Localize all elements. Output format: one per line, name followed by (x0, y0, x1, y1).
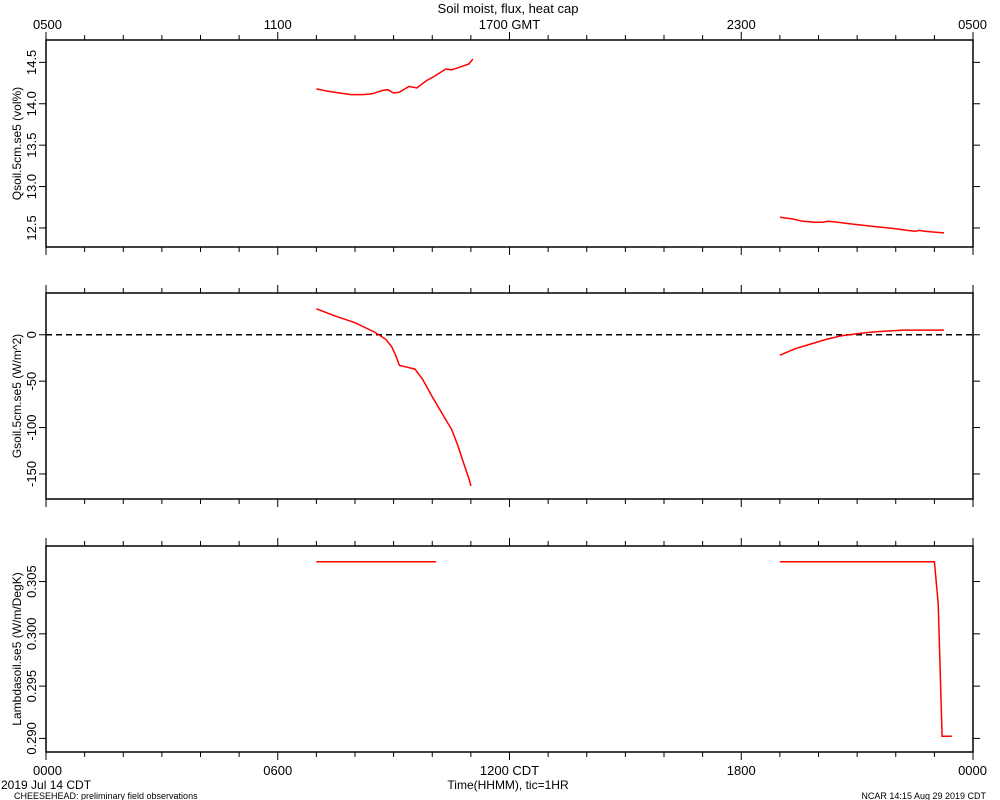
panel-1-frame (45, 39, 974, 248)
bottom-axis-tick-label: 1200 CDT (480, 763, 539, 778)
top-axis-tick-label: 0500 (33, 17, 62, 32)
bottom-axis-tick-label: 0000 (33, 763, 62, 778)
top-axis-tick-label: 0500 (958, 17, 987, 32)
bottom-axis-tick-label: 1800 (727, 763, 756, 778)
panel-3-ylabel: Lambdasoil.se5 (W/m/DegK) (10, 572, 24, 725)
panel-3-series-segment-2 (779, 560, 952, 738)
x-axis-label: Time(HHMM), tic=1HR (447, 778, 569, 792)
top-axis-tick-label: 2300 (727, 17, 756, 32)
panel-2-ytick-label: -50 (24, 372, 39, 391)
panel-3-ytick-label: 0.290 (24, 722, 39, 755)
panel-1-ytick-label: 13.0 (24, 174, 39, 199)
panel-1-ylabel: Qsoil.5cm.se5 (vol%) (10, 87, 24, 200)
panel-2-frame (45, 292, 974, 500)
panel-2-series-segment-1 (316, 308, 472, 487)
panel-1-ytick-label: 14.0 (24, 91, 39, 116)
panel-1-ytick-label: 12.5 (24, 215, 39, 240)
panel-2-series-segment-2 (779, 329, 944, 356)
top-axis-tick-label: 1100 (264, 17, 292, 32)
bottom-axis-tick-label: 0600 (263, 763, 292, 778)
top-axis-tick-label: 1700 GMT (479, 17, 540, 32)
panel-3-ytick-label: 0.300 (24, 618, 39, 651)
panel-3-ytick-label: 0.295 (24, 670, 39, 703)
chart-title: Soil moist, flux, heat cap (438, 1, 579, 16)
panel-2-ytick-label: -100 (24, 415, 39, 441)
panel-1-ytick-label: 14.5 (24, 50, 39, 75)
panel-3-frame (45, 545, 974, 753)
date-label: 2019 Jul 14 CDT (1, 778, 92, 792)
panel-2-ylabel: Gsoil.5cm.se5 (W/m^2) (10, 334, 24, 458)
panel-1-ytick-label: 13.5 (24, 132, 39, 157)
panel-3-ytick-label: 0.305 (24, 565, 39, 598)
panel-2-ytick-label: -150 (24, 461, 39, 487)
panel-1-series-segment-2 (779, 216, 945, 234)
panel-1-series-segment-1 (316, 58, 474, 96)
panel-2-ytick-label: 0 (24, 331, 39, 338)
footer-right: NCAR 14:15 Aug 29 2019 CDT (861, 791, 986, 800)
footer-left: CHEESEHEAD: preliminary field observatio… (14, 791, 198, 800)
bottom-axis-tick-label: 0000 (958, 763, 987, 778)
